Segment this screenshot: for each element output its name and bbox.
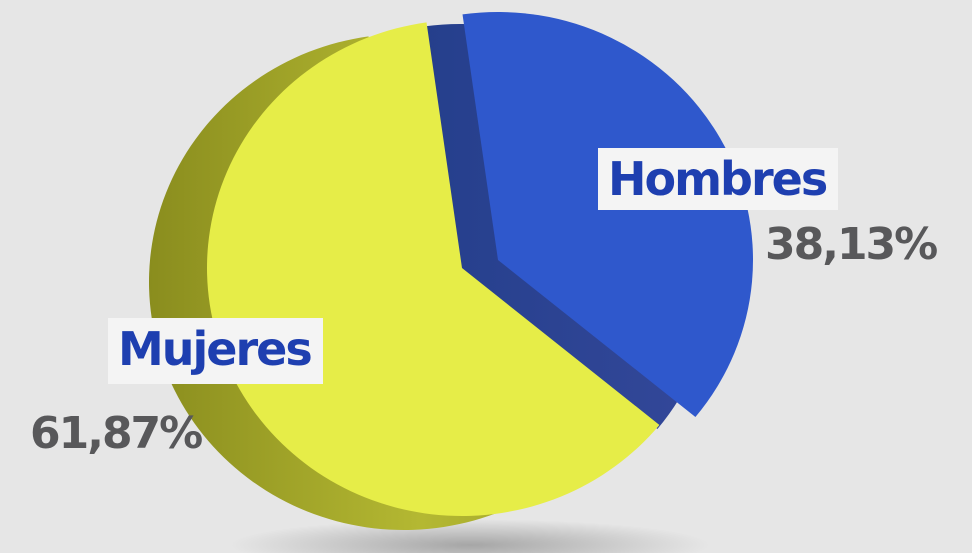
slice-label-hombres: Hombres xyxy=(598,148,839,210)
pie-slice-mujeres xyxy=(207,22,660,517)
pie-shadow xyxy=(230,519,710,553)
slice-label-mujeres: Mujeres xyxy=(108,318,323,384)
slice-value-hombres: 38,13% xyxy=(765,219,938,270)
slice-value-mujeres: 61,87% xyxy=(30,408,203,459)
pie-slice-hombres xyxy=(462,12,753,417)
